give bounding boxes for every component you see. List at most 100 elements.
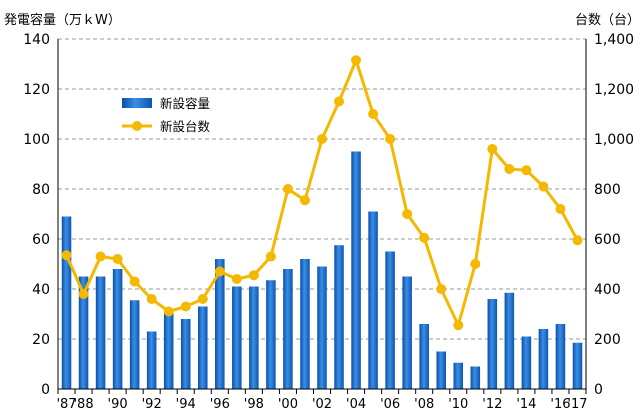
left-tick-label: 120 bbox=[23, 82, 50, 98]
x-tick-label: '98 bbox=[244, 397, 264, 412]
bar bbox=[385, 251, 395, 389]
x-tick-label: '10 bbox=[448, 397, 468, 412]
line-series bbox=[61, 55, 583, 331]
right-tick-label: 800 bbox=[594, 182, 621, 198]
bar bbox=[198, 306, 208, 389]
right-tick-label: 200 bbox=[594, 332, 621, 348]
line-point bbox=[504, 164, 515, 174]
line-point bbox=[436, 284, 447, 294]
line-point bbox=[538, 181, 549, 192]
line-point bbox=[555, 204, 566, 214]
line-point bbox=[248, 270, 259, 281]
bar bbox=[555, 324, 566, 389]
bar bbox=[572, 342, 583, 389]
legend-label: 新設容量 bbox=[160, 96, 210, 111]
bar bbox=[129, 300, 140, 389]
line-point bbox=[470, 259, 481, 269]
bar bbox=[215, 259, 225, 389]
bar bbox=[453, 362, 464, 389]
bar bbox=[351, 151, 361, 389]
bar bbox=[283, 269, 293, 389]
axes bbox=[57, 39, 587, 394]
bar bbox=[112, 269, 123, 389]
bar bbox=[521, 336, 532, 389]
tick-labels: 0 20 40 60 80 100 120 140 0 200 400 600 800 1,000 1,20… bbox=[23, 32, 634, 412]
line-point bbox=[214, 266, 225, 277]
bar bbox=[334, 245, 344, 389]
x-tick-label: '17 bbox=[567, 397, 587, 412]
right-tick-label: 400 bbox=[594, 282, 621, 298]
line-point bbox=[112, 254, 123, 264]
bar bbox=[61, 216, 72, 389]
x-tick-label: '96 bbox=[210, 397, 230, 412]
right-tick-label: 1,400 bbox=[594, 32, 634, 48]
line-point bbox=[521, 165, 532, 176]
left-tick-label: 140 bbox=[23, 32, 50, 48]
line-point bbox=[487, 144, 498, 154]
left-tick-label: 20 bbox=[32, 332, 50, 348]
x-tick-label: '92 bbox=[142, 397, 162, 412]
line-point bbox=[129, 276, 140, 287]
legend-label: 新設台数 bbox=[160, 119, 211, 134]
line-point bbox=[146, 294, 157, 304]
x-tick-label: '14 bbox=[516, 397, 536, 412]
bar bbox=[266, 280, 276, 389]
x-tick-label: '16 bbox=[550, 397, 570, 412]
left-tick-label: 60 bbox=[32, 232, 50, 248]
x-tick-label: '12 bbox=[482, 397, 502, 412]
bar bbox=[504, 292, 515, 389]
bar bbox=[402, 276, 412, 389]
right-axis-label: 台数（台） bbox=[575, 13, 640, 28]
left-tick-label: 0 bbox=[41, 382, 50, 398]
bar bbox=[419, 324, 429, 389]
legend-bar-swatch bbox=[122, 98, 152, 108]
right-tick-label: 0 bbox=[594, 382, 603, 398]
line-point bbox=[180, 301, 191, 312]
bar bbox=[78, 276, 89, 389]
bar bbox=[487, 299, 498, 389]
left-tick-label: 40 bbox=[32, 282, 50, 298]
line-point bbox=[402, 209, 413, 219]
x-tick-label: '06 bbox=[380, 397, 400, 412]
x-tick-label: '87 bbox=[56, 397, 76, 412]
x-tick-label: '94 bbox=[176, 397, 196, 412]
x-tick-label: '02 bbox=[312, 397, 332, 412]
line-point bbox=[163, 306, 174, 317]
right-tick-label: 600 bbox=[594, 232, 621, 248]
bar bbox=[95, 276, 106, 389]
bar bbox=[249, 286, 259, 389]
line-point bbox=[419, 232, 430, 243]
bar-series bbox=[61, 151, 583, 389]
bar bbox=[470, 366, 481, 389]
left-axis-label: 発電容量（万ｋW） bbox=[4, 12, 121, 28]
line-point bbox=[95, 251, 106, 262]
line-point bbox=[78, 289, 89, 299]
bar bbox=[180, 319, 191, 389]
right-tick-label: 1,000 bbox=[594, 132, 634, 148]
bar bbox=[232, 286, 242, 389]
bar bbox=[317, 266, 327, 389]
line-point bbox=[265, 251, 276, 262]
line-point bbox=[299, 195, 310, 206]
line-point bbox=[351, 55, 362, 66]
line-point bbox=[334, 96, 345, 107]
right-tick-label: 1,200 bbox=[594, 82, 634, 98]
line-point bbox=[61, 250, 72, 261]
line-point bbox=[368, 109, 379, 119]
line-point bbox=[385, 134, 396, 144]
x-tick-label: '00 bbox=[278, 397, 298, 412]
bar bbox=[436, 351, 446, 389]
bar bbox=[368, 211, 378, 389]
x-tick-label: '90 bbox=[108, 397, 128, 412]
bar bbox=[146, 331, 157, 389]
legend-line-marker bbox=[132, 121, 142, 131]
bar bbox=[538, 329, 549, 389]
x-tick-label: '04 bbox=[346, 397, 366, 412]
gridlines bbox=[58, 38, 586, 340]
line-point bbox=[197, 294, 208, 304]
left-tick-label: 80 bbox=[32, 182, 50, 198]
line-point bbox=[572, 235, 583, 246]
x-tick-label: '88 bbox=[73, 397, 93, 412]
